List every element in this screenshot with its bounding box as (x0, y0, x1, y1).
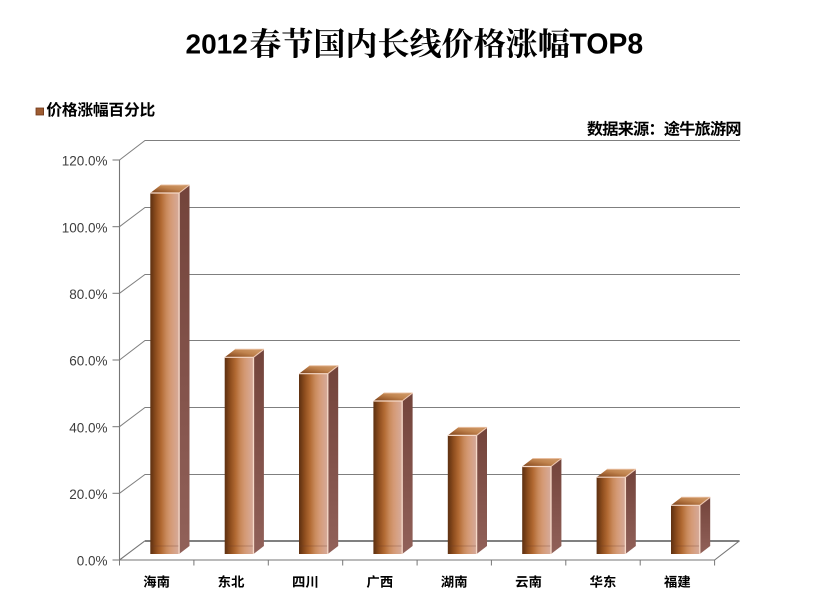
svg-text:20.0%: 20.0% (69, 487, 107, 502)
svg-text:TOP8: TOP8 (570, 29, 644, 61)
svg-text:100.0%: 100.0% (62, 220, 108, 235)
svg-text:60.0%: 60.0% (69, 354, 107, 369)
svg-text:80.0%: 80.0% (69, 287, 107, 302)
svg-text:0.0%: 0.0% (77, 554, 108, 569)
svg-text:2012: 2012 (186, 29, 248, 60)
svg-text:120.0%: 120.0% (62, 154, 108, 169)
svg-text:40.0%: 40.0% (69, 420, 107, 435)
